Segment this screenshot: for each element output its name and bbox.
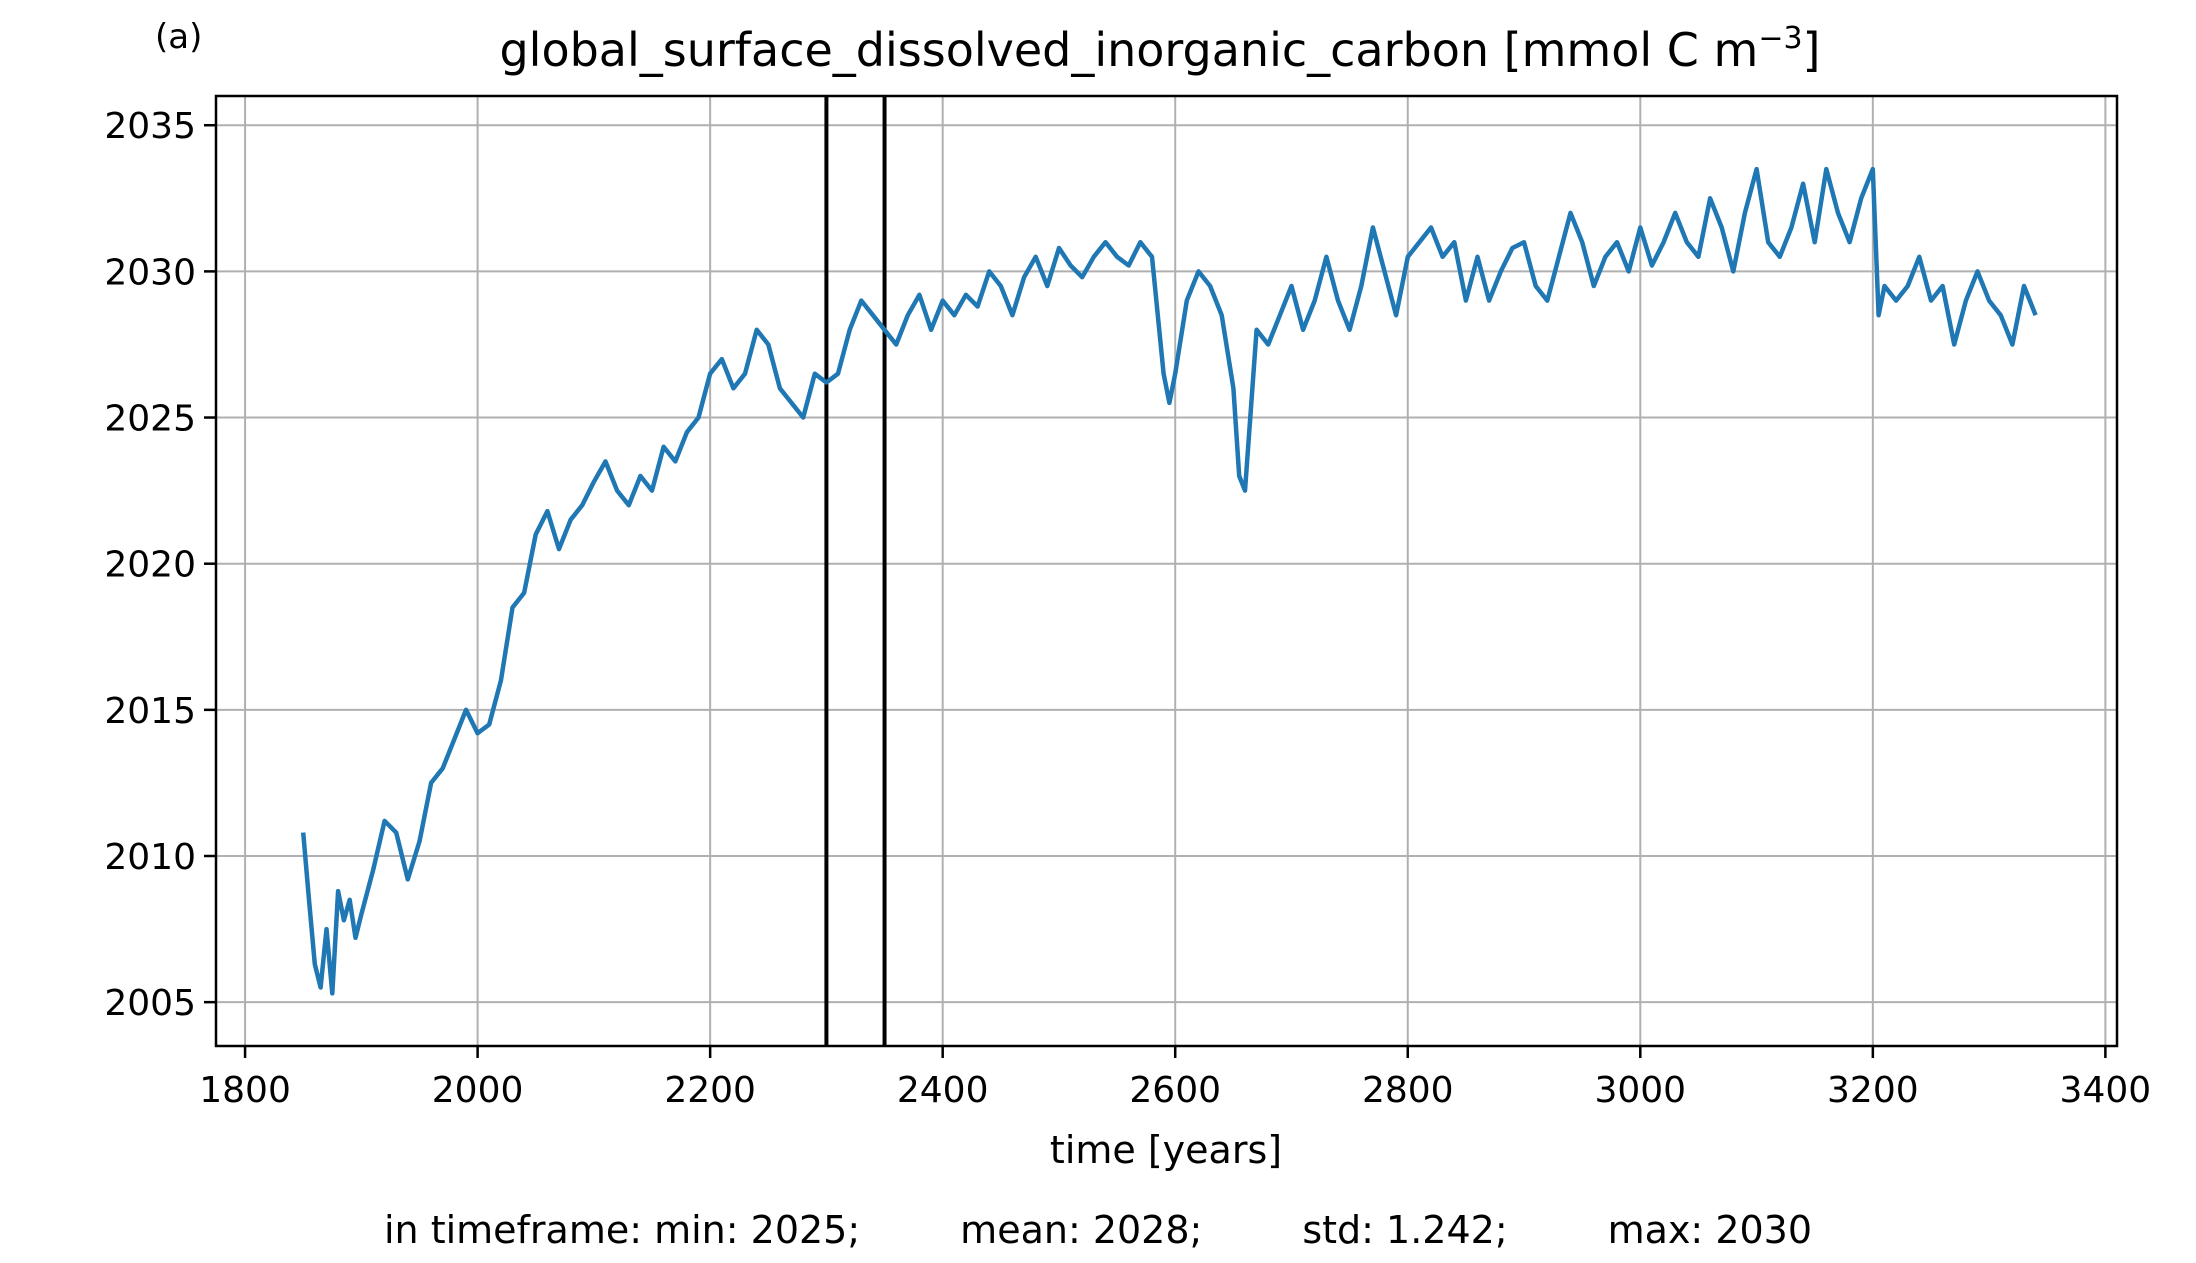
- stats-max: max: 2030: [1607, 1208, 1813, 1252]
- plot-frame: [214, 94, 2119, 1048]
- x-tick-label: 3200: [1827, 1070, 1919, 1111]
- x-tick-label: 2200: [664, 1070, 756, 1111]
- x-axis-ticks: 1800 2000 2200 2400 2600 2800 3000 3200 3400: [199, 1046, 2151, 1111]
- panel-label: (a): [155, 17, 202, 57]
- stats-std: std: 1.242;: [1302, 1208, 1508, 1252]
- x-tick-label: 2000: [432, 1070, 524, 1111]
- chart-title: global_surface_dissolved_inorganic_carbo…: [499, 21, 1820, 77]
- vertical-markers: [824, 96, 887, 1046]
- y-tick-label: 2025: [104, 399, 196, 440]
- stats-min: min: 2025;: [654, 1208, 861, 1252]
- grid: [216, 96, 2117, 1046]
- y-tick-label: 2020: [104, 545, 196, 586]
- x-tick-label: 2800: [1362, 1070, 1454, 1111]
- y-tick-label: 2015: [104, 691, 196, 732]
- x-tick-label: 2400: [897, 1070, 989, 1111]
- chart-title-main: global_surface_dissolved_inorganic_carbo…: [499, 23, 1758, 77]
- y-tick-label: 2035: [104, 106, 196, 147]
- chart-title-suffix: ]: [1803, 23, 1821, 77]
- x-tick-label: 3000: [1594, 1070, 1686, 1111]
- stats-prefix: in timeframe:: [383, 1208, 655, 1252]
- stats-line: in timeframe: min: 2025; mean: 2028; std: …: [0, 1208, 2196, 1252]
- y-tick-label: 2005: [104, 983, 196, 1024]
- x-tick-label: 2600: [1129, 1070, 1221, 1111]
- y-tick-label: 2030: [104, 252, 196, 293]
- y-axis-ticks: 2005 2010 2015 2020 2025 2030 2035: [104, 106, 216, 1024]
- x-tick-label: 3400: [2060, 1070, 2152, 1111]
- chart-title-superscript: −3: [1758, 21, 1802, 56]
- series-line: [300, 166, 2038, 996]
- y-tick-label: 2010: [104, 837, 196, 878]
- x-tick-label: 1800: [199, 1070, 291, 1111]
- stats-mean: mean: 2028;: [960, 1208, 1203, 1252]
- x-axis-label: time [years]: [1050, 1128, 1282, 1172]
